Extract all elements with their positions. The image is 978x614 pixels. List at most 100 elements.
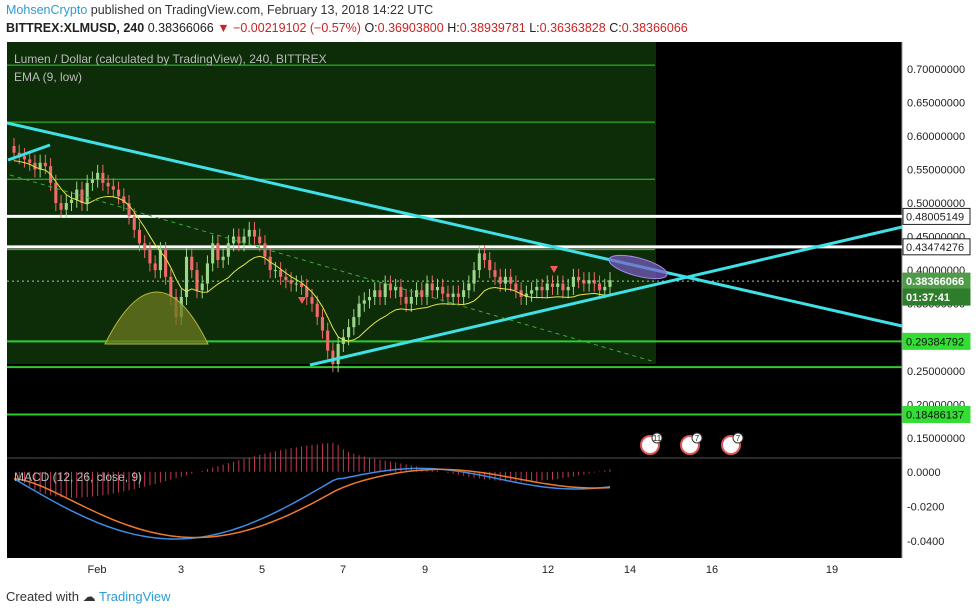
candle-body [331, 350, 335, 365]
last-price: 0.38366066 [147, 21, 214, 35]
candle-body [383, 283, 387, 297]
candle-body [347, 327, 351, 338]
candle-body [404, 296, 408, 304]
candle-body [498, 276, 502, 284]
candle-body [153, 263, 157, 271]
x-tick-label: 9 [422, 564, 428, 576]
cup-pattern-shape [104, 291, 209, 345]
candle-body [571, 276, 575, 287]
publisher-name[interactable]: MohsenCrypto [6, 3, 88, 17]
close-value: 0.38366066 [621, 21, 688, 35]
x-tick-label: 5 [259, 564, 265, 576]
candle-body [59, 203, 63, 210]
candle-body [550, 283, 555, 287]
x-tick-label: 19 [826, 564, 838, 576]
candle-body [336, 343, 340, 365]
macd-signal-line [13, 468, 611, 539]
candle-body [373, 290, 377, 297]
published-text: published on TradingView.com, February 1… [90, 3, 434, 17]
symbol-label: BITTREX:XLMUSD, 240 [6, 21, 145, 35]
macd-legend: MACD (12, 26, close, 9) [14, 470, 142, 484]
candle-body [294, 283, 298, 285]
candle-body [420, 290, 424, 297]
price-label: 0.18486137 [906, 409, 964, 421]
candle-body [69, 199, 74, 204]
candle-body [310, 296, 314, 304]
macd-y-tick-label: -0.0400 [907, 536, 944, 548]
price-label-box [902, 405, 971, 423]
publish-line: MohsenCrypto published on TradingView.co… [6, 3, 433, 17]
event-count: 7 [695, 434, 700, 443]
candle-body [435, 286, 440, 291]
candle-body [284, 276, 288, 281]
candle-body [514, 283, 518, 291]
candle-body [54, 182, 58, 204]
event-count: 11 [653, 434, 662, 443]
candle-body [247, 229, 251, 237]
open-value: 0.36903800 [377, 21, 444, 35]
y-tick-label: 0.60000000 [907, 131, 965, 143]
candle-body [75, 189, 79, 200]
event-badge [691, 432, 703, 444]
candle-body [305, 286, 309, 297]
candle-body [341, 337, 345, 344]
candle-body [326, 330, 330, 351]
candle-body [608, 280, 612, 287]
candle-body [96, 172, 100, 180]
candle-body [378, 290, 382, 297]
chart-title: Lumen / Dollar (calculated by TradingVie… [14, 52, 327, 66]
candle-body [582, 280, 586, 284]
price-label: 0.48005149 [906, 211, 964, 223]
price-label: 01:37:41 [906, 292, 950, 304]
candle-body [425, 283, 429, 297]
y-tick-label: 0.50000000 [907, 198, 965, 210]
forecast-zone [7, 42, 656, 364]
candle-body [597, 283, 602, 291]
close-label: C: [609, 21, 622, 35]
candle-body [190, 256, 194, 271]
y-tick-label: 0.15000000 [907, 433, 965, 445]
price-label: 0.29384792 [906, 336, 964, 348]
candle-body [169, 276, 173, 297]
candle-body [164, 250, 168, 277]
candle-body [17, 152, 21, 157]
candle-body [530, 290, 534, 294]
candle-body [394, 286, 398, 291]
candle-body [268, 256, 272, 271]
event-badge [732, 432, 744, 444]
candle-body [320, 317, 325, 331]
candle-body [367, 296, 372, 301]
candle-body [409, 296, 413, 304]
candle-body [446, 293, 450, 297]
candle-body [524, 293, 528, 297]
ascending-trendline [309, 225, 903, 367]
open-label: O: [364, 21, 378, 35]
candle-body [587, 280, 591, 284]
candle-body [462, 290, 466, 297]
candle-body [38, 162, 42, 170]
candle-body [488, 260, 492, 271]
tradingview-link[interactable]: TradingView [99, 589, 171, 604]
macd-line [13, 467, 611, 540]
candle-body [415, 290, 419, 297]
candle-body [33, 162, 37, 170]
candle-body [592, 280, 596, 284]
y-tick-label: 0.55000000 [907, 164, 965, 176]
candle-body [357, 303, 361, 318]
candle-body [258, 236, 262, 244]
candle-body [279, 270, 283, 277]
sell-marker [298, 297, 306, 304]
candle-body [195, 270, 199, 291]
macd-y-tick-label: 0.0000 [907, 467, 941, 479]
candle-body [477, 253, 481, 271]
price-label: 0.38366066 [906, 276, 964, 288]
candle-body [137, 229, 142, 244]
candle-body [12, 146, 16, 153]
candle-body [388, 283, 392, 291]
price-change: ▼ −0.00219102 (−0.57%) [217, 21, 361, 35]
candle-body [242, 236, 246, 244]
candle-body [184, 256, 189, 297]
candle-body [456, 293, 460, 297]
candle-body [509, 276, 513, 284]
